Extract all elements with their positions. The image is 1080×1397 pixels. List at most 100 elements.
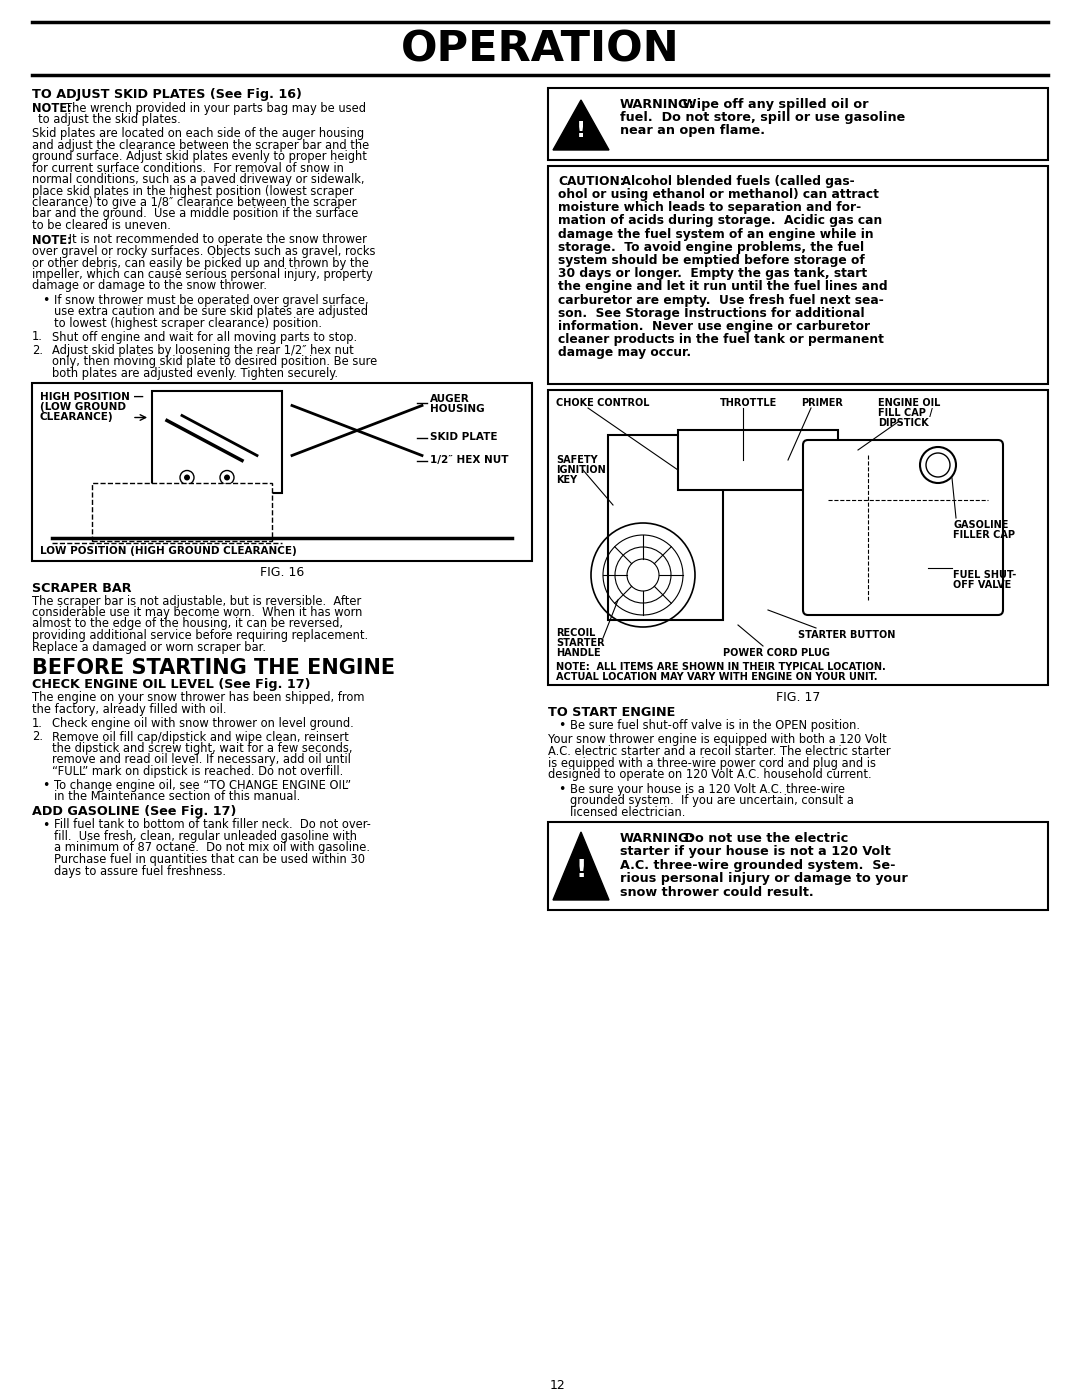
Text: To change engine oil, see “TO CHANGE ENGINE OIL”: To change engine oil, see “TO CHANGE ENG… (54, 778, 351, 792)
Text: NOTE:  ALL ITEMS ARE SHOWN IN THEIR TYPICAL LOCATION.: NOTE: ALL ITEMS ARE SHOWN IN THEIR TYPIC… (556, 662, 886, 672)
Text: designed to operate on 120 Volt A.C. household current.: designed to operate on 120 Volt A.C. hou… (548, 768, 872, 781)
Text: and adjust the clearance between the scraper bar and the: and adjust the clearance between the scr… (32, 138, 369, 151)
Text: STARTER: STARTER (556, 638, 605, 648)
Text: damage may occur.: damage may occur. (558, 346, 691, 359)
Text: Be sure your house is a 120 Volt A.C. three-wire: Be sure your house is a 120 Volt A.C. th… (570, 782, 845, 795)
Text: place skid plates in the highest position (lowest scraper: place skid plates in the highest positio… (32, 184, 354, 197)
Text: The engine on your snow thrower has been shipped, from: The engine on your snow thrower has been… (32, 692, 365, 704)
Text: 12: 12 (550, 1379, 566, 1391)
Text: ACTUAL LOCATION MAY VARY WITH ENGINE ON YOUR UNIT.: ACTUAL LOCATION MAY VARY WITH ENGINE ON … (556, 672, 877, 682)
Text: system should be emptied before storage of: system should be emptied before storage … (558, 254, 865, 267)
Text: AUGER: AUGER (430, 394, 470, 405)
Text: snow thrower could result.: snow thrower could result. (620, 886, 813, 898)
Text: HANDLE: HANDLE (556, 648, 600, 658)
Text: clearance) to give a 1/8″ clearance between the scraper: clearance) to give a 1/8″ clearance betw… (32, 196, 356, 210)
Text: NOTE:: NOTE: (32, 102, 71, 115)
Polygon shape (553, 833, 609, 900)
Text: providing additional service before requiring replacement.: providing additional service before requ… (32, 629, 368, 643)
Text: Purchase fuel in quantities that can be used within 30: Purchase fuel in quantities that can be … (54, 854, 365, 866)
Text: cleaner products in the fuel tank or permanent: cleaner products in the fuel tank or per… (558, 334, 883, 346)
Text: moisture which leads to separation and for-: moisture which leads to separation and f… (558, 201, 861, 214)
Text: normal conditions, such as a paved driveway or sidewalk,: normal conditions, such as a paved drive… (32, 173, 365, 186)
Text: CAUTION:: CAUTION: (558, 175, 624, 189)
Text: fill.  Use fresh, clean, regular unleaded gasoline with: fill. Use fresh, clean, regular unleaded… (54, 830, 357, 842)
Text: POWER CORD PLUG: POWER CORD PLUG (723, 648, 829, 658)
Text: 30 days or longer.  Empty the gas tank, start: 30 days or longer. Empty the gas tank, s… (558, 267, 867, 281)
Text: WARNING:: WARNING: (620, 833, 694, 845)
Text: 1.: 1. (32, 331, 43, 344)
Text: starter if your house is not a 120 Volt: starter if your house is not a 120 Volt (620, 845, 891, 858)
Text: BEFORE STARTING THE ENGINE: BEFORE STARTING THE ENGINE (32, 658, 395, 678)
Text: fuel.  Do not store, spill or use gasoline: fuel. Do not store, spill or use gasolin… (620, 110, 905, 124)
Text: to adjust the skid plates.: to adjust the skid plates. (38, 113, 180, 127)
Text: The scraper bar is not adjustable, but is reversible.  After: The scraper bar is not adjustable, but i… (32, 595, 361, 608)
Text: 2.: 2. (32, 731, 43, 743)
Text: Be sure fuel shut-off valve is in the OPEN position.: Be sure fuel shut-off valve is in the OP… (570, 719, 860, 732)
Text: STARTER BUTTON: STARTER BUTTON (798, 630, 895, 640)
Bar (548, 88, 1048, 161)
Text: FUEL SHUT-: FUEL SHUT- (953, 570, 1016, 580)
Text: the factory, already filled with oil.: the factory, already filled with oil. (32, 703, 227, 715)
Text: Wipe off any spilled oil or: Wipe off any spilled oil or (678, 98, 868, 110)
Text: son.  See Storage Instructions for additional: son. See Storage Instructions for additi… (558, 307, 865, 320)
Text: for current surface conditions.  For removal of snow in: for current surface conditions. For remo… (32, 162, 343, 175)
Text: SKID PLATE: SKID PLATE (430, 433, 498, 443)
Text: mation of acids during storage.  Acidic gas can: mation of acids during storage. Acidic g… (558, 214, 882, 228)
Text: to lowest (highest scraper clearance) position.: to lowest (highest scraper clearance) po… (54, 317, 322, 330)
Text: It is not recommended to operate the snow thrower: It is not recommended to operate the sno… (65, 233, 367, 246)
Text: FIG. 16: FIG. 16 (260, 567, 305, 580)
Text: A.C. three-wire grounded system.  Se-: A.C. three-wire grounded system. Se- (620, 859, 895, 872)
Text: LOW POSITION (HIGH GROUND CLEARANCE): LOW POSITION (HIGH GROUND CLEARANCE) (40, 545, 297, 556)
Text: (LOW GROUND: (LOW GROUND (40, 402, 126, 412)
Text: OPERATION: OPERATION (401, 28, 679, 70)
Text: use extra caution and be sure skid plates are adjusted: use extra caution and be sure skid plate… (54, 306, 368, 319)
Text: IGNITION: IGNITION (556, 465, 606, 475)
Text: HOUSING: HOUSING (430, 405, 485, 415)
Text: CHOKE CONTROL: CHOKE CONTROL (556, 398, 649, 408)
Text: Remove oil fill cap/dipstick and wipe clean, reinsert: Remove oil fill cap/dipstick and wipe cl… (52, 731, 349, 743)
Text: bar and the ground.  Use a middle position if the surface: bar and the ground. Use a middle positio… (32, 208, 359, 221)
Text: considerable use it may become worn.  When it has worn: considerable use it may become worn. Whe… (32, 606, 363, 619)
Text: only, then moving skid plate to desired position. Be sure: only, then moving skid plate to desired … (52, 355, 377, 369)
Bar (548, 390, 1048, 685)
Text: ADD GASOLINE (See Fig. 17): ADD GASOLINE (See Fig. 17) (32, 806, 237, 819)
Text: 1.: 1. (32, 717, 43, 731)
Text: TO ADJUST SKID PLATES (See Fig. 16): TO ADJUST SKID PLATES (See Fig. 16) (32, 88, 302, 101)
Text: !: ! (576, 858, 586, 882)
Text: Adjust skid plates by loosening the rear 1/2″ hex nut: Adjust skid plates by loosening the rear… (52, 344, 354, 358)
Text: the engine and let it run until the fuel lines and: the engine and let it run until the fuel… (558, 281, 888, 293)
Bar (548, 821, 1048, 909)
Text: almost to the edge of the housing, it can be reversed,: almost to the edge of the housing, it ca… (32, 617, 343, 630)
Text: 1/2″ HEX NUT: 1/2″ HEX NUT (430, 455, 509, 465)
Text: is equipped with a three-wire power cord and plug and is: is equipped with a three-wire power cord… (548, 757, 876, 770)
Text: GASOLINE: GASOLINE (953, 520, 1009, 529)
Text: carburetor are empty.  Use fresh fuel next sea-: carburetor are empty. Use fresh fuel nex… (558, 293, 883, 306)
Text: •: • (558, 719, 565, 732)
Polygon shape (553, 101, 609, 149)
Bar (608, 434, 723, 620)
Text: SCRAPER BAR: SCRAPER BAR (32, 581, 132, 595)
Text: SAFETY: SAFETY (556, 455, 597, 465)
Text: ohol or using ethanol or methanol) can attract: ohol or using ethanol or methanol) can a… (558, 189, 879, 201)
Bar (678, 430, 838, 490)
Text: near an open flame.: near an open flame. (620, 124, 765, 137)
Text: ground surface. Adjust skid plates evenly to proper height: ground surface. Adjust skid plates evenl… (32, 149, 367, 163)
Text: •: • (42, 819, 50, 831)
Bar (152, 391, 282, 493)
Text: HIGH POSITION —: HIGH POSITION — (40, 393, 144, 402)
Text: PRIMER: PRIMER (801, 398, 842, 408)
Text: The wrench provided in your parts bag may be used: The wrench provided in your parts bag ma… (65, 102, 366, 115)
Text: Skid plates are located on each side of the auger housing: Skid plates are located on each side of … (32, 127, 364, 140)
Text: days to assure fuel freshness.: days to assure fuel freshness. (54, 865, 226, 877)
Text: CLEARANCE): CLEARANCE) (40, 412, 113, 422)
Text: OFF VALVE: OFF VALVE (953, 580, 1011, 590)
Text: over gravel or rocky surfaces. Objects such as gravel, rocks: over gravel or rocky surfaces. Objects s… (32, 244, 376, 258)
Text: both plates are adjusted evenly. Tighten securely.: both plates are adjusted evenly. Tighten… (52, 367, 338, 380)
Circle shape (184, 475, 190, 481)
Text: DIPSTICK: DIPSTICK (878, 418, 929, 427)
Text: FILLER CAP: FILLER CAP (953, 529, 1015, 541)
Text: Fill fuel tank to bottom of tank filler neck.  Do not over-: Fill fuel tank to bottom of tank filler … (54, 819, 370, 831)
Bar (548, 166, 1048, 384)
FancyBboxPatch shape (804, 440, 1003, 615)
Text: information.  Never use engine or carburetor: information. Never use engine or carbure… (558, 320, 870, 332)
